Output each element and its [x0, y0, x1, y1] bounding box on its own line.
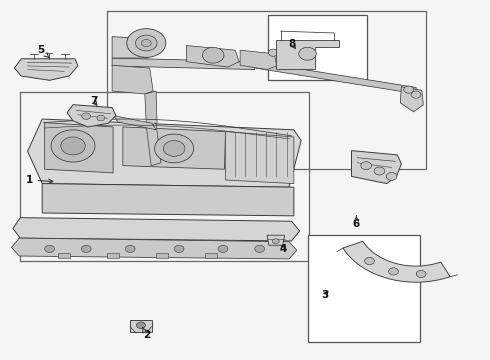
Circle shape	[127, 29, 166, 57]
Polygon shape	[205, 253, 217, 258]
Polygon shape	[186, 45, 239, 67]
Text: 3: 3	[321, 291, 328, 301]
Circle shape	[82, 113, 91, 120]
Polygon shape	[240, 50, 277, 69]
Circle shape	[361, 162, 371, 170]
Circle shape	[411, 91, 421, 98]
Polygon shape	[14, 59, 78, 80]
Polygon shape	[113, 116, 156, 130]
Circle shape	[125, 245, 135, 252]
Circle shape	[269, 49, 278, 56]
Polygon shape	[27, 119, 301, 187]
Circle shape	[277, 54, 287, 61]
Circle shape	[299, 47, 317, 60]
Circle shape	[404, 86, 414, 93]
Circle shape	[61, 137, 85, 155]
Circle shape	[365, 257, 374, 265]
Polygon shape	[156, 253, 168, 258]
Polygon shape	[112, 58, 255, 69]
Text: 1: 1	[25, 175, 53, 185]
Circle shape	[174, 245, 184, 252]
Text: 4: 4	[279, 244, 287, 254]
Polygon shape	[145, 91, 157, 126]
Polygon shape	[351, 150, 401, 184]
Bar	[269, 15, 367, 80]
Polygon shape	[112, 65, 153, 94]
Circle shape	[51, 130, 95, 162]
Circle shape	[272, 239, 279, 244]
Polygon shape	[255, 62, 417, 94]
Polygon shape	[58, 253, 70, 258]
Circle shape	[374, 167, 385, 175]
Polygon shape	[123, 127, 225, 169]
Polygon shape	[343, 241, 450, 282]
Polygon shape	[112, 37, 156, 58]
Text: 7: 7	[90, 96, 97, 106]
Bar	[308, 234, 420, 342]
Circle shape	[137, 322, 146, 328]
Text: 2: 2	[143, 327, 150, 340]
Circle shape	[218, 245, 228, 252]
Circle shape	[81, 245, 91, 252]
Circle shape	[155, 134, 194, 163]
Polygon shape	[107, 253, 119, 258]
Circle shape	[386, 172, 397, 180]
Circle shape	[389, 268, 398, 275]
Polygon shape	[45, 123, 113, 173]
Polygon shape	[130, 320, 152, 332]
Text: 5: 5	[37, 45, 49, 58]
Polygon shape	[276, 40, 339, 69]
Circle shape	[163, 140, 185, 156]
Circle shape	[45, 245, 54, 252]
Polygon shape	[67, 105, 116, 127]
Polygon shape	[42, 184, 294, 216]
Polygon shape	[13, 218, 300, 241]
Polygon shape	[225, 132, 294, 184]
Circle shape	[136, 35, 157, 51]
Circle shape	[142, 40, 151, 46]
Polygon shape	[267, 235, 285, 245]
Polygon shape	[147, 123, 161, 166]
Polygon shape	[11, 238, 297, 259]
Text: 6: 6	[353, 216, 360, 229]
Circle shape	[255, 245, 265, 252]
Circle shape	[97, 115, 105, 121]
Circle shape	[202, 47, 224, 63]
Text: 8: 8	[289, 40, 296, 49]
Circle shape	[416, 270, 426, 278]
Polygon shape	[400, 87, 423, 112]
